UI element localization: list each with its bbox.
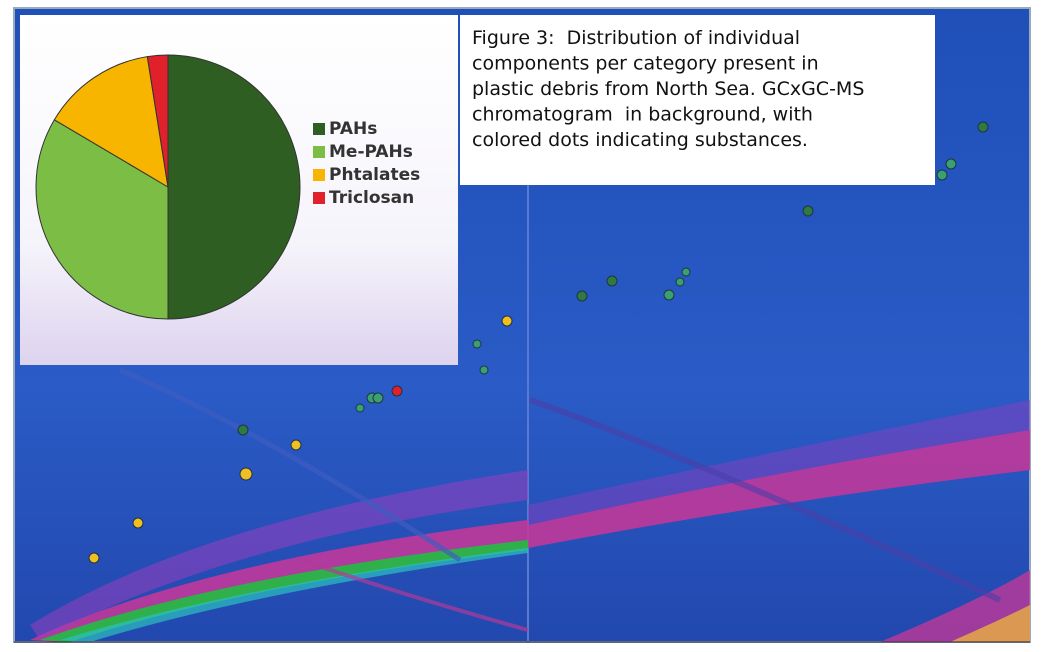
figure: PAHs Me-PAHs Phtalates Triclosan Figure 3: … — [0, 0, 1044, 652]
caption-line: Figure 3: Distribution of individual — [472, 27, 800, 49]
page: {"chart_data":{"type":"pie", "caption_li… — [0, 0, 1044, 652]
legend-label: Triclosan — [329, 188, 414, 208]
legend-swatch — [313, 169, 325, 181]
caption-line: colored dots indicating substances. — [472, 129, 808, 151]
legend-swatch — [313, 146, 325, 158]
caption-line: components per category present in — [472, 53, 819, 75]
caption-line: plastic debris from North Sea. GCxGC-MS — [472, 78, 864, 100]
legend-swatch — [313, 192, 325, 204]
legend-label: Me-PAHs — [329, 142, 413, 162]
legend-label: Phtalates — [329, 165, 420, 185]
pie — [36, 55, 300, 319]
legend-label: PAHs — [329, 119, 377, 139]
legend-swatch — [313, 123, 325, 135]
caption-line: chromatogram in background, with — [472, 104, 813, 126]
